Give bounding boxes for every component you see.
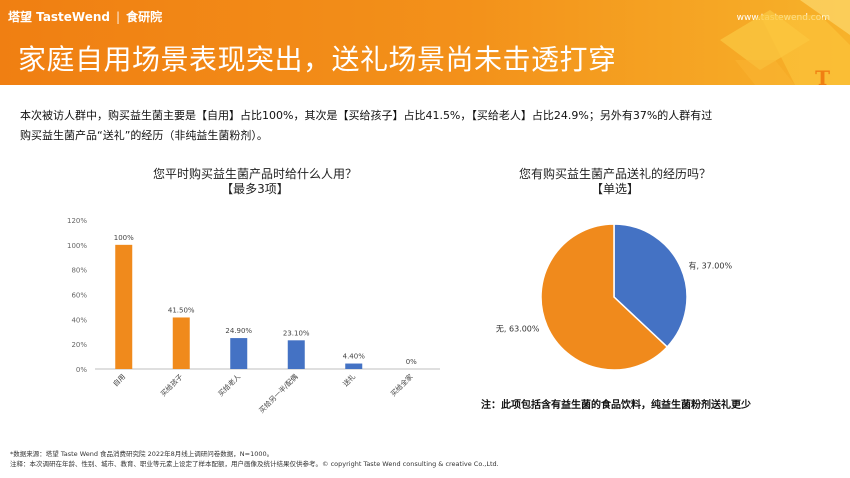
category-label: 买给孩子 — [159, 372, 185, 398]
y-tick-label: 60% — [71, 292, 87, 300]
bar — [115, 244, 133, 369]
pie-slice — [540, 223, 669, 371]
pie-chart-title-text: 您有购买益生菌产品送礼的经历吗？ — [518, 167, 711, 181]
category-label: 送礼 — [341, 372, 357, 388]
y-tick-label: 0% — [76, 366, 87, 374]
brand-name: 塔望 TasteWend — [8, 10, 111, 24]
data-label: 0% — [406, 358, 417, 366]
pie-slice — [613, 223, 688, 349]
y-tick-label: 120% — [67, 217, 87, 225]
bar — [230, 338, 248, 369]
bar-chart-subtitle: 【最多3项】 — [221, 182, 289, 196]
page-title: 家庭自用场景表现突出，送礼场景尚未击透打穿 — [18, 43, 617, 76]
pie-chart: 有, 37.00% 无, 63.00% — [496, 223, 733, 371]
data-label: 4.40% — [343, 353, 366, 361]
bar — [345, 363, 363, 369]
pie-chart-title: 您有购买益生菌产品送礼的经历吗？ 【单选】 — [460, 167, 770, 197]
bar — [287, 340, 305, 369]
footnote-source: *数据来源：塔望 Taste Wend 食品消费研究院 2022年8月线上调研问… — [10, 450, 274, 458]
y-tick-label: 100% — [67, 242, 87, 250]
pie-chart-subtitle: 【单选】 — [590, 182, 639, 196]
category-label: 买给另一半/配偶 — [257, 372, 300, 415]
data-label: 100% — [114, 234, 134, 242]
category-label: 买给老人 — [216, 372, 242, 398]
y-tick-label: 40% — [71, 316, 87, 324]
bar-chart: 0% 20% 40% 60% 80% 100% 120% 100% 自用 41.50% 买给孩子 24… — [67, 217, 440, 415]
y-tick-label: 20% — [71, 341, 87, 349]
brand-logo: 塔望 TasteWend | 食研院 — [8, 8, 162, 25]
pie-note: 注：此项包括含有益生菌的食品饮料，纯益生菌粉剂送礼更少 — [481, 400, 751, 411]
brand-sub: 食研院 — [126, 10, 163, 24]
category-label: 自用 — [111, 372, 127, 388]
y-tick-label: 80% — [71, 267, 87, 275]
slice-label: 无, 63.00% — [496, 324, 540, 333]
footnotes: *数据来源：塔望 Taste Wend 食品消费研究院 2022年8月线上调研问… — [10, 449, 499, 469]
brand-divider: | — [116, 10, 121, 24]
bar-chart-title: 您平时购买益生菌产品时给什么人用？ 【最多3项】 — [100, 167, 410, 197]
footnote-remark: 注释：本次调研在年龄、性别、城市、教育、职业等元素上设定了样本配额，用户画像及统… — [10, 460, 499, 468]
category-label: 买给全家 — [389, 372, 415, 398]
decorative-shapes — [720, 0, 850, 85]
data-label: 23.10% — [283, 329, 310, 337]
bar — [172, 317, 190, 369]
summary-line: 购买益生菌产品“送礼”的经历（非纯益生菌粉剂）。 — [20, 129, 268, 142]
corner-t-logo: T — [815, 66, 830, 85]
data-label: 41.50% — [168, 306, 195, 314]
summary-line: 本次被访人群中，购买益生菌主要是【自用】占比100%，其次是【买给孩子】占比41… — [20, 109, 713, 122]
summary-text: 本次被访人群中，购买益生菌主要是【自用】占比100%，其次是【买给孩子】占比41… — [20, 106, 810, 146]
slice-label: 有, 37.00% — [689, 261, 733, 271]
header-banner: 塔望 TasteWend|食研院 www.tastewend.com 家庭自用场… — [0, 0, 850, 85]
data-label: 24.90% — [225, 327, 252, 335]
bar-chart-title-text: 您平时购买益生菌产品时给什么人用？ — [152, 167, 357, 181]
